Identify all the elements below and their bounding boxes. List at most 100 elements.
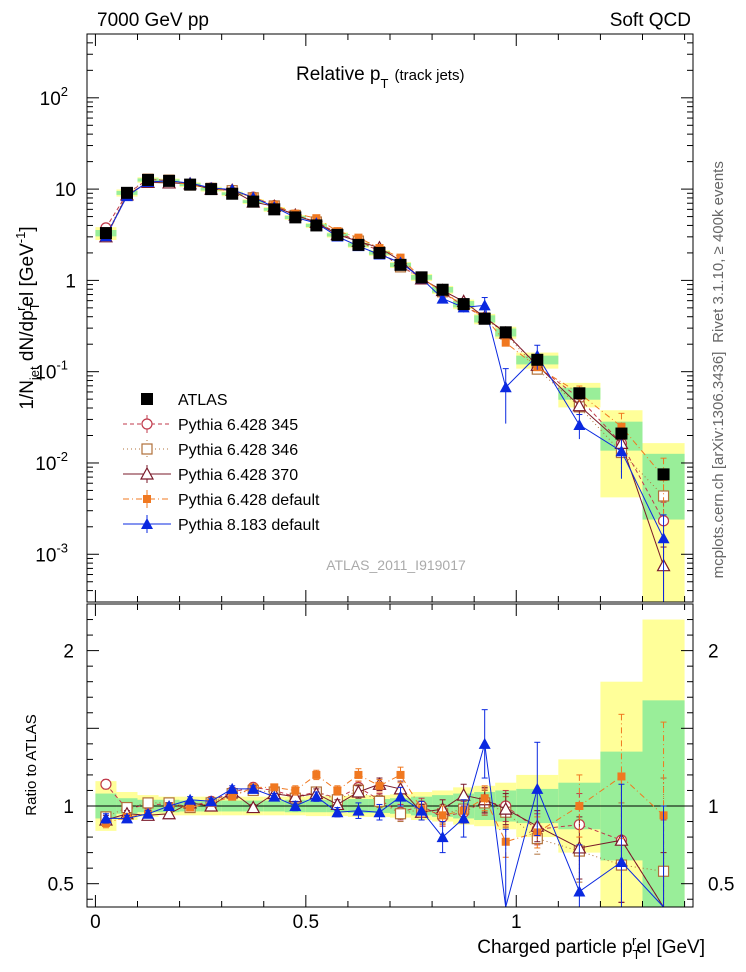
ratio-series	[98, 709, 670, 908]
marker-triangle	[226, 782, 239, 794]
series-line	[105, 178, 664, 497]
legend-label: Pythia 6.428 default	[178, 492, 320, 509]
y-axis-label: 1/Njet dN/dpTrel [GeV-1]	[13, 226, 42, 409]
marker-data	[499, 326, 512, 339]
marker-square	[354, 770, 363, 779]
y-tick-label: 10-2	[35, 449, 68, 475]
ratio-y-tick-label: 2	[63, 642, 74, 663]
marker-data	[415, 271, 428, 284]
marker-data	[141, 393, 153, 405]
y-tick-label: 10-1	[35, 358, 68, 384]
y-tick-label: 102	[40, 84, 68, 110]
header-right: Soft QCD	[610, 10, 691, 31]
legend-label: Pythia 6.428 345	[178, 417, 298, 434]
marker-triangle	[373, 806, 386, 818]
marker-triangle	[310, 790, 323, 802]
ratio-ticks: 0 0.5 1 0.5 0.5 1 1 2 2	[48, 604, 734, 933]
marker-square	[480, 794, 489, 803]
marker-triangle	[498, 801, 513, 815]
main-plot: 10-3 10-2 10-1 1 10 102 Relative pT (track jet…	[13, 33, 694, 603]
marker-square	[186, 803, 195, 812]
marker-triangle	[394, 790, 407, 802]
marker-triangle	[457, 812, 470, 824]
marker-data	[99, 227, 112, 240]
marker-data	[331, 228, 344, 241]
plot-title: Relative pT (track jets)	[296, 64, 464, 91]
marker-data	[289, 211, 302, 224]
marker-square	[375, 781, 384, 790]
ratio-y-tick-label: 0.5	[48, 875, 74, 896]
marker-square	[141, 443, 153, 455]
x-tick-label: 1	[511, 912, 522, 933]
marker-square	[228, 792, 237, 801]
marker-triangle	[499, 381, 512, 393]
ratio-plot: 0 0.5 1 0.5 0.5 1 1 2 2 Ratio to ATLAS Charged p…	[23, 603, 734, 962]
series-pythia-6-428-default	[101, 176, 668, 514]
marker-triangle	[657, 532, 670, 544]
marker-triangle	[162, 806, 177, 820]
marker-triangle	[352, 804, 365, 816]
marker-data	[657, 468, 670, 481]
arxiv-ref: mcplots.cern.ch [arXiv:1306.3436]	[710, 352, 727, 579]
marker-triangle	[163, 800, 176, 811]
marker-triangle	[436, 292, 449, 304]
marker-square	[142, 797, 154, 809]
marker-circle	[100, 778, 112, 790]
marker-data	[373, 246, 386, 259]
marker-triangle	[289, 800, 302, 811]
marker-triangle	[478, 737, 491, 749]
marker-triangle	[478, 299, 491, 311]
marker-data	[163, 174, 176, 187]
marker-circle	[141, 418, 153, 430]
series-line	[105, 178, 664, 522]
ratio-bands	[95, 619, 685, 907]
marker-triangle	[99, 812, 112, 824]
marker-triangle	[141, 518, 153, 529]
legend: ATLAS Pythia 6.428 345 Pythia 6.428 346 Pyt…	[123, 392, 320, 534]
marker-square	[312, 770, 321, 779]
y-tick-label: 10-3	[35, 540, 68, 566]
x-tick-label: 0	[90, 912, 101, 933]
legend-label: Pythia 8.183 default	[178, 517, 320, 534]
marker-data	[352, 238, 365, 251]
legend-label-data: ATLAS	[178, 392, 228, 409]
marker-square	[617, 772, 626, 781]
marker-data	[310, 219, 323, 232]
x-axis-label: Charged particle pTrel [GeV]	[477, 933, 705, 962]
marker-triangle	[572, 398, 587, 412]
marker-triangle	[531, 782, 544, 794]
ratio-series-pythia-8-183-default	[99, 709, 667, 908]
marker-square	[617, 422, 626, 431]
marker-triangle	[184, 793, 197, 805]
marker-data	[615, 427, 628, 440]
marker-square	[143, 495, 151, 503]
marker-triangle	[142, 807, 155, 819]
marker-triangle	[351, 784, 366, 798]
marker-triangle	[573, 885, 586, 897]
marker-triangle	[268, 790, 281, 802]
marker-data	[142, 173, 155, 186]
marker-data	[478, 312, 491, 325]
marker-square	[394, 808, 407, 820]
marker-square	[575, 802, 584, 810]
rivet-info: Rivet 3.1.10, ≥ 400k events	[710, 161, 727, 343]
marker-data	[184, 178, 197, 191]
marker-triangle	[246, 800, 261, 814]
legend-label: Pythia 6.428 370	[178, 467, 298, 484]
marker-triangle	[573, 418, 586, 430]
marker-data	[457, 298, 470, 311]
marker-triangle	[331, 806, 344, 818]
legend-label: Pythia 6.428 346	[178, 442, 298, 459]
ratio-y-tick-label: 0.5	[708, 875, 734, 896]
y-tick-label: 1	[65, 271, 76, 292]
marker-square	[396, 770, 405, 779]
ratio-y-tick-label: 1	[708, 797, 719, 818]
marker-square	[438, 811, 447, 820]
marker-data	[436, 283, 449, 296]
ratio-y-tick-label: 2	[708, 642, 719, 663]
marker-triangle	[205, 795, 218, 807]
x-tick-label: 0.5	[293, 912, 319, 933]
ratio-y-label: Ratio to ATLAS	[23, 714, 40, 815]
marker-data	[394, 258, 407, 271]
